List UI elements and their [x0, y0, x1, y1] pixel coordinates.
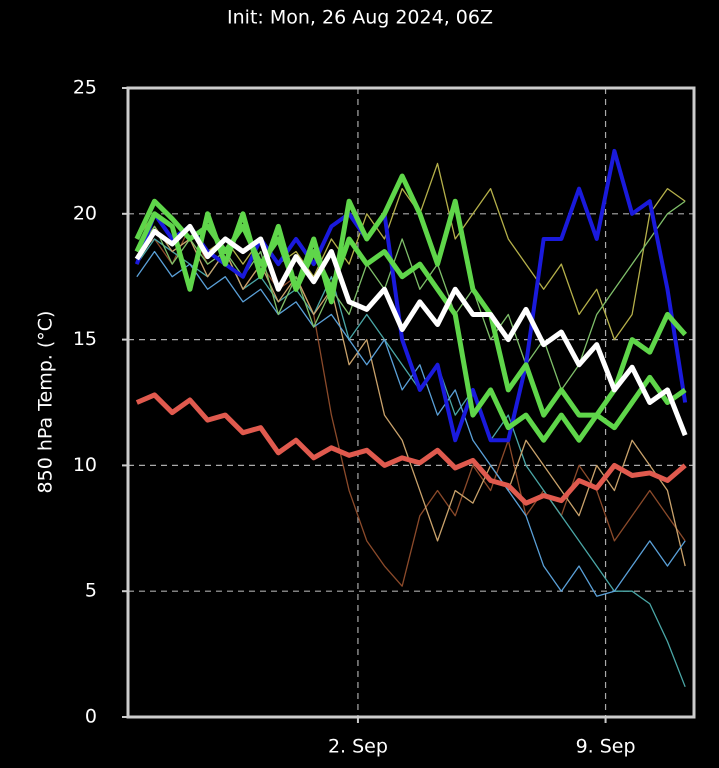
y-axis-label: 850 hPa Temp. (°C): [35, 311, 57, 494]
y-tick-label: 5: [85, 580, 97, 602]
y-tick-label: 10: [73, 454, 97, 476]
y-tick-label: 15: [73, 328, 97, 350]
ensemble-line: [134, 198, 687, 443]
ensemble-line: [134, 148, 688, 443]
y-tick-label: 25: [73, 77, 97, 99]
y-tick-label: 20: [73, 202, 97, 224]
chart-title: Init: Mon, 26 Aug 2024, 06Z: [227, 7, 493, 29]
x-tick-label: 2. Sep: [328, 736, 388, 758]
plot-frame: [126, 86, 696, 719]
ensemble-line: [135, 392, 687, 506]
lines: [134, 148, 688, 688]
y-tick-label: 0: [85, 706, 97, 728]
x-tick-label: 9. Sep: [576, 736, 636, 758]
ensemble-line: [134, 223, 688, 437]
ensemble-line: [136, 250, 686, 597]
